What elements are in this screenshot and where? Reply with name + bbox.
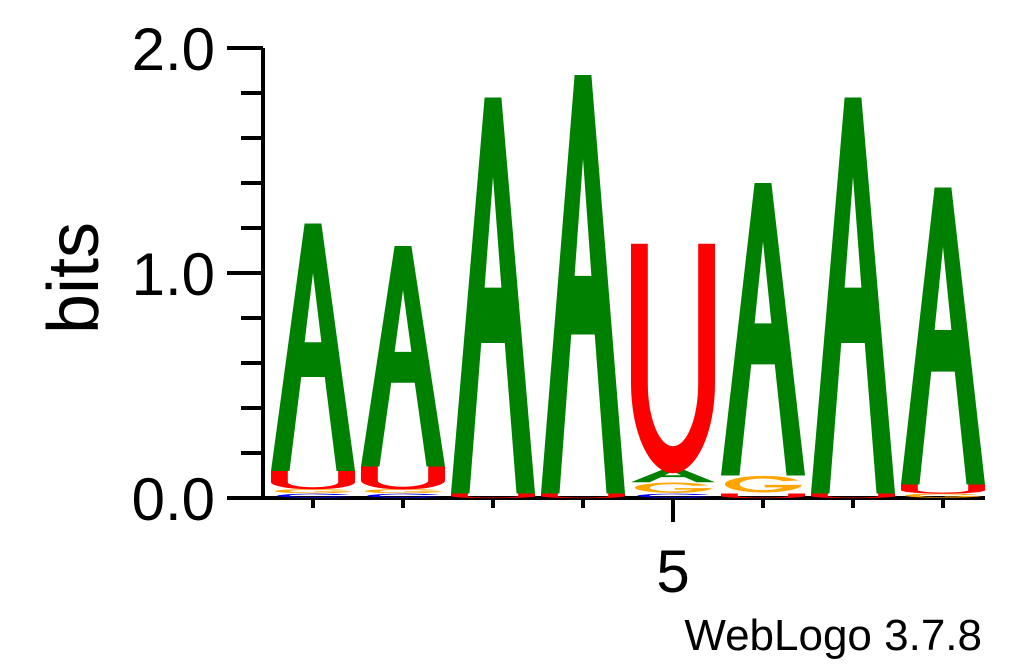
- letter-G: [904, 493, 982, 498]
- y-tick-label: 0.0: [132, 466, 215, 533]
- letter-U: [721, 493, 805, 499]
- glyph-shape: [277, 493, 350, 498]
- glyph-shape: [811, 493, 895, 499]
- glyph-shape: [541, 75, 625, 494]
- letter-U: [271, 471, 355, 490]
- letter-U: [811, 493, 895, 499]
- glyph-shape: [361, 246, 445, 467]
- letter-A: [811, 97, 895, 494]
- letter-U: [451, 493, 535, 499]
- letter-G: [634, 482, 712, 493]
- letter-stack-1: [271, 223, 355, 498]
- glyph-shape: [271, 471, 355, 490]
- letter-A: [631, 468, 715, 483]
- glyph-shape: [364, 489, 442, 494]
- letter-U: [361, 466, 445, 490]
- glyph-shape: [724, 475, 802, 493]
- letter-G: [724, 475, 802, 493]
- letter-stack-2: [361, 246, 445, 498]
- letter-G: [274, 489, 352, 494]
- letter-stacks: [271, 75, 985, 499]
- y-tick-label: 1.0: [132, 241, 215, 308]
- glyph-shape: [811, 97, 895, 494]
- letter-C: [277, 493, 350, 498]
- letter-stack-4: [541, 75, 625, 499]
- letter-stack-3: [451, 97, 535, 499]
- letter-U: [901, 484, 985, 494]
- letter-A: [901, 187, 985, 485]
- glyph-shape: [631, 243, 715, 474]
- glyph-shape: [361, 466, 445, 490]
- glyph-shape: [271, 223, 355, 471]
- glyph-shape: [451, 97, 535, 494]
- x-tick-label: 5: [656, 538, 689, 605]
- glyph-shape: [904, 493, 982, 498]
- glyph-shape: [901, 484, 985, 494]
- glyph-shape: [721, 183, 805, 476]
- letter-stack-7: [811, 97, 895, 499]
- letter-A: [451, 97, 535, 494]
- letter-stack-6: [721, 183, 805, 499]
- y-axis: 0.0 1.0 2.0: [132, 16, 265, 533]
- glyph-shape: [901, 187, 985, 485]
- letter-U: [541, 493, 625, 499]
- letter-G: [364, 489, 442, 494]
- x-axis: 5: [263, 496, 985, 605]
- letter-A: [541, 75, 625, 494]
- letter-C: [367, 493, 440, 498]
- letter-A: [361, 246, 445, 467]
- glyph-shape: [367, 493, 440, 498]
- y-axis-label: bits: [34, 222, 114, 334]
- glyph-shape: [451, 493, 535, 499]
- letter-stack-5: [631, 243, 715, 498]
- letter-C: [637, 493, 710, 498]
- letter-A: [721, 183, 805, 476]
- glyph-shape: [541, 493, 625, 499]
- letter-A: [271, 223, 355, 471]
- weblogo-credit: WebLogo 3.7.8: [684, 611, 982, 660]
- glyph-shape: [634, 482, 712, 493]
- glyph-shape: [631, 468, 715, 483]
- letter-U: [631, 243, 715, 474]
- y-tick-label: 2.0: [132, 16, 215, 83]
- letter-stack-8: [901, 187, 985, 498]
- glyph-shape: [721, 493, 805, 499]
- glyph-shape: [637, 493, 710, 498]
- glyph-shape: [274, 489, 352, 494]
